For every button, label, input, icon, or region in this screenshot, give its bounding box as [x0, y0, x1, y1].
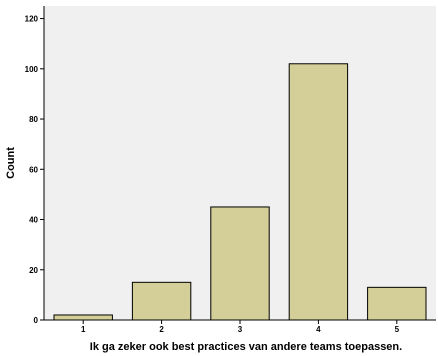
- bar-3: [210, 206, 270, 321]
- bar-4: [288, 63, 349, 321]
- y-tick-label: 100: [25, 65, 39, 74]
- bar-2: [131, 281, 192, 321]
- x-tick-label: 2: [159, 325, 164, 334]
- y-axis-ticks: 0 20 40 60 80 100 120: [25, 15, 44, 325]
- x-tick-label: 4: [316, 325, 321, 334]
- bar-1: [53, 314, 113, 321]
- y-tick-label: 120: [25, 15, 39, 24]
- y-tick-label: 80: [29, 115, 38, 124]
- x-tick-label: 1: [81, 325, 86, 334]
- bars: [53, 63, 427, 321]
- y-tick-label: 0: [34, 316, 39, 325]
- y-axis-title: Count: [5, 147, 17, 179]
- y-tick-label: 20: [29, 266, 38, 275]
- x-axis-ticks: 1 2 3 4 5: [81, 320, 400, 334]
- x-axis-title: Ik ga zeker ook best practices van ander…: [90, 341, 402, 353]
- x-tick-label: 5: [395, 325, 400, 334]
- y-tick-label: 60: [29, 165, 38, 174]
- bar-5: [367, 286, 427, 321]
- y-tick-label: 40: [29, 216, 38, 225]
- x-tick-label: 3: [238, 325, 243, 334]
